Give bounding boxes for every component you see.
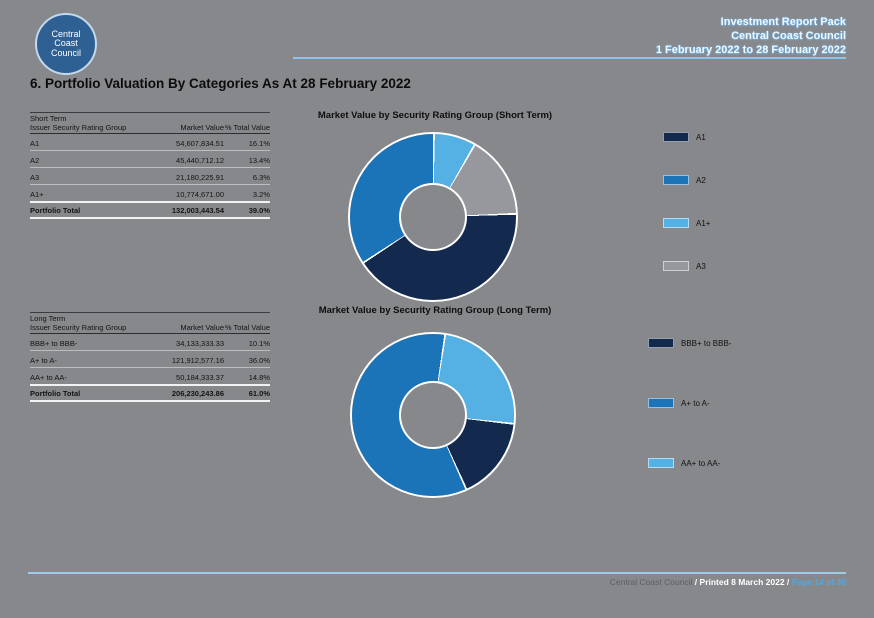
table-header-row: Issuer Security Rating Group Market Valu… <box>30 323 270 334</box>
pct-value: 3.2% <box>252 190 270 199</box>
rating-label: A2 <box>30 156 40 165</box>
legend-item: AA+ to AA- <box>648 457 731 469</box>
total-market-value: 132,003,443.54 <box>171 206 224 215</box>
col-header-pct: % Total Value <box>224 323 270 332</box>
col-header-pct: % Total Value <box>224 123 270 132</box>
rating-label: AA+ to AA- <box>30 373 67 382</box>
col-header-market-value: Market Value <box>180 123 224 132</box>
legend-label: A1+ <box>696 218 711 228</box>
market-value: 121,912,577.16 <box>171 356 224 365</box>
total-label: Portfolio Total <box>30 206 81 215</box>
legend-item: A2 <box>663 174 710 186</box>
total-label: Portfolio Total <box>30 389 81 398</box>
long-term-table: Long Term Issuer Security Rating Group M… <box>30 312 270 402</box>
legend-swatch <box>648 458 674 468</box>
legend-label: BBB+ to BBB- <box>681 338 732 348</box>
legend-label: A3 <box>696 261 706 271</box>
table-total-row: Portfolio Total 206,230,243.86 61.0% <box>30 384 270 402</box>
report-period: 1 February 2022 to 28 February 2022 <box>655 44 846 56</box>
rating-label: A1+ <box>30 190 44 199</box>
report-header: Investment Report Pack Central Coast Cou… <box>656 15 846 57</box>
table-caption: Long Term <box>30 312 270 323</box>
legend-label: A1 <box>696 132 706 142</box>
rating-label: A+ to A- <box>30 356 57 365</box>
market-value: 50,184,333.37 <box>176 373 224 382</box>
table-row: A3 21,180,225.91 6.3% <box>30 168 270 185</box>
legend-swatch <box>648 398 674 408</box>
table-row: AA+ to AA- 50,184,333.37 14.8% <box>30 368 270 385</box>
legend-item: A3 <box>663 260 710 272</box>
footer-page-number: Page 14 of 30 <box>791 577 846 587</box>
logo-text-line: Central <box>51 28 81 39</box>
long-term-legend: BBB+ to BBB- A+ to A- AA+ to AA- <box>648 337 731 469</box>
table-row: A2 45,440,712.12 13.4% <box>30 151 270 168</box>
footer: Central Coast Council / Printed 8 March … <box>610 577 846 587</box>
footer-printed-date: / Printed 8 March 2022 / <box>692 577 792 587</box>
rating-label: A3 <box>30 173 40 182</box>
legend-swatch <box>663 261 689 271</box>
col-header-group: Issuer Security Rating Group <box>30 323 127 332</box>
total-pct: 61.0% <box>248 389 270 398</box>
short-term-table: Short Term Issuer Security Rating Group … <box>30 112 270 219</box>
pct-value: 36.0% <box>248 356 270 365</box>
pct-value: 14.8% <box>248 373 270 382</box>
report-title: Investment Report Pack <box>720 16 846 28</box>
pct-value: 16.1% <box>248 139 270 148</box>
legend-swatch <box>663 218 689 228</box>
market-value: 45,440,712.12 <box>176 156 224 165</box>
total-market-value: 206,230,243.86 <box>171 389 224 398</box>
short-term-legend: A1 A2 A1+ A3 <box>663 131 710 272</box>
rating-label: A1 <box>30 139 40 148</box>
donut-hole <box>401 383 465 447</box>
header-divider <box>293 57 846 59</box>
rating-label: BBB+ to BBB- <box>30 339 78 348</box>
table-row: A+ to A- 121,912,577.16 36.0% <box>30 351 270 368</box>
footer-org: Central Coast Council <box>609 577 693 587</box>
table-row: BBB+ to BBB- 34,133,333.33 10.1% <box>30 334 270 351</box>
long-term-chart-title: Market Value by Security Rating Group (L… <box>318 305 552 316</box>
col-header-group: Issuer Security Rating Group <box>30 123 127 132</box>
legend-label: AA+ to AA- <box>681 458 721 468</box>
legend-label: A+ to A- <box>681 398 710 408</box>
legend-swatch <box>663 175 689 185</box>
legend-swatch <box>648 338 674 348</box>
legend-item: BBB+ to BBB- <box>648 337 731 349</box>
pct-value: 13.4% <box>248 156 270 165</box>
market-value: 34,133,333.33 <box>176 339 224 348</box>
market-value: 21,180,225.91 <box>176 173 224 182</box>
table-row: A1+ 10,774,671.00 3.2% <box>30 185 270 202</box>
page-title: 6. Portfolio Valuation By Categories As … <box>30 76 411 91</box>
table-row: A1 54,607,834.51 16.1% <box>30 134 270 151</box>
footer-divider <box>28 572 846 574</box>
legend-swatch <box>663 132 689 142</box>
legend-item: A+ to A- <box>648 397 731 409</box>
table-header-row: Issuer Security Rating Group Market Valu… <box>30 123 270 134</box>
donut-hole <box>401 185 465 249</box>
logo-text-line: Council <box>50 47 81 58</box>
long-term-donut-chart <box>352 334 514 496</box>
short-term-donut-chart <box>350 134 516 300</box>
total-pct: 39.0% <box>248 206 270 215</box>
report-org: Central Coast Council <box>731 30 846 42</box>
legend-label: A2 <box>696 175 706 185</box>
pct-value: 10.1% <box>248 339 270 348</box>
table-total-row: Portfolio Total 132,003,443.54 39.0% <box>30 201 270 219</box>
logo-text-line: Coast <box>54 38 78 49</box>
legend-item: A1+ <box>663 217 710 229</box>
council-logo: Central Coast Council <box>35 13 97 75</box>
table-caption: Short Term <box>30 112 270 123</box>
pct-value: 6.3% <box>252 173 270 182</box>
short-term-chart-title: Market Value by Security Rating Group (S… <box>317 110 553 121</box>
col-header-market-value: Market Value <box>180 323 224 332</box>
legend-item: A1 <box>663 131 710 143</box>
market-value: 10,774,671.00 <box>176 190 224 199</box>
market-value: 54,607,834.51 <box>176 139 224 148</box>
